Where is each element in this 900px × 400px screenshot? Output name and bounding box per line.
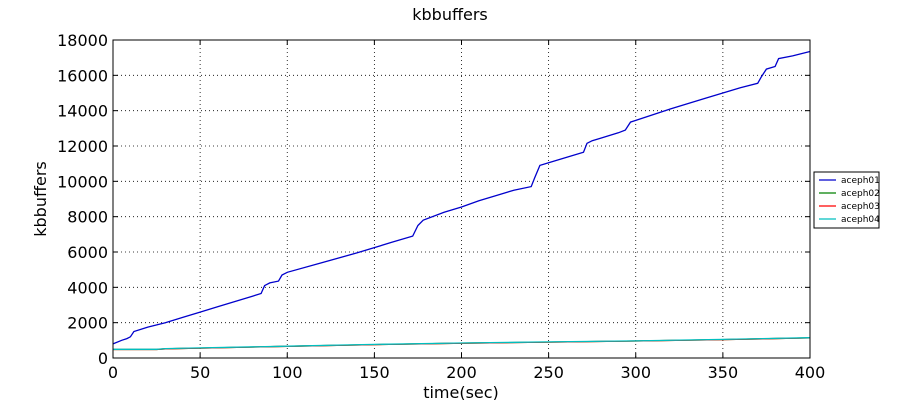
y-tick-label: 10000 — [57, 172, 108, 191]
x-tick-label: 50 — [190, 363, 210, 382]
x-tick-label: 200 — [446, 363, 477, 382]
series-lines — [112, 50, 811, 351]
x-axis-title: time(sec) — [423, 383, 499, 400]
y-tick-label: 8000 — [67, 208, 108, 227]
y-tick-label: 14000 — [57, 102, 108, 121]
x-tick-label: 250 — [533, 363, 564, 382]
y-tick-label: 12000 — [57, 137, 108, 156]
legend-label: aceph02 — [841, 189, 880, 199]
series-line-aceph01 — [112, 50, 811, 345]
x-tick-label: 150 — [359, 363, 390, 382]
chart-title: kbbuffers — [412, 5, 488, 24]
y-tick-label: 2000 — [67, 314, 108, 333]
series-line-aceph04 — [113, 337, 811, 350]
y-tick-label: 0 — [98, 349, 108, 368]
ticks: 0 50 100 150 200 250 300 350 4000200040006000800… — [57, 31, 825, 382]
y-tick-label: 4000 — [67, 278, 108, 297]
legend-label: aceph04 — [841, 215, 880, 225]
y-axis-title: kbbuffers — [31, 161, 50, 237]
legend-label: aceph01 — [841, 176, 880, 186]
y-tick-label: 18000 — [57, 31, 108, 50]
plot-frame — [112, 39, 811, 359]
y-tick-label: 16000 — [57, 66, 108, 85]
x-tick-label: 300 — [620, 363, 651, 382]
legend-label: aceph03 — [841, 202, 880, 212]
legend: aceph01 aceph02 aceph03 aceph04 — [813, 171, 880, 229]
x-tick-label: 350 — [708, 363, 739, 382]
x-tick-label: 0 — [108, 363, 118, 382]
x-tick-label: 100 — [272, 363, 303, 382]
x-tick-label: 400 — [795, 363, 826, 382]
grid — [113, 40, 810, 358]
y-tick-label: 6000 — [67, 243, 108, 262]
